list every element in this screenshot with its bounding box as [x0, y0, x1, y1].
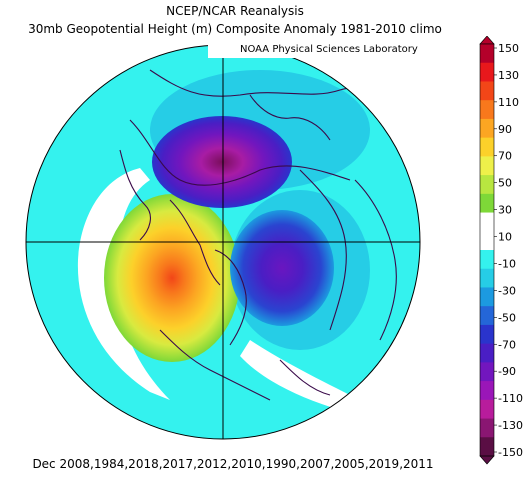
colorbar-tick-label: -130 [498, 419, 523, 432]
colorbar-segment [480, 118, 494, 139]
colorbar-tick-label: 10 [498, 231, 512, 244]
colorbar-tick-label: -150 [498, 446, 523, 459]
colorbar-segment [480, 100, 494, 120]
colorbar-segment [480, 44, 494, 64]
colorbar-tick-label: 70 [498, 150, 512, 163]
colorbar-segment [480, 306, 494, 326]
colorbar-segment [480, 250, 494, 270]
colorbar-segment [480, 268, 494, 288]
near-zero-band [77, 168, 170, 400]
chart-subtitle: 30mb Geopotential Height (m) Composite A… [28, 22, 442, 36]
negative-anomaly-greenland [230, 210, 334, 326]
colorbar-segment [480, 231, 494, 251]
composite-years-label: Dec 2008,1984,2018,2017,2012,2010,1990,2… [32, 457, 434, 471]
colorbar-segment [480, 62, 494, 82]
colorbar-segment [480, 212, 494, 232]
colorbar-segment [480, 137, 494, 157]
colorbar-tick-label: -90 [498, 365, 516, 378]
colorbar-tick-label: -10 [498, 257, 516, 270]
coastlines [119, 69, 406, 401]
colorbar-segment [480, 287, 494, 307]
colorbar-segment [480, 418, 494, 438]
colorbar-tick-label: -70 [498, 338, 516, 351]
negative-anomaly-siberia [152, 116, 292, 208]
colorbar-tick-label: 30 [498, 204, 512, 217]
colorbar-arrow-top [479, 36, 495, 45]
colorbar-segment [480, 81, 494, 101]
colorbar-tick-label: 110 [498, 96, 519, 109]
colorbar-segment [480, 175, 494, 195]
colorbar-segment [480, 324, 494, 345]
source-label: NOAA Physical Sciences Laboratory [208, 42, 430, 58]
chart-title: NCEP/NCAR Reanalysis [166, 4, 304, 18]
colorbar-segment [480, 343, 494, 363]
colorbar-outline [479, 43, 495, 457]
colorbar-segment [480, 156, 494, 176]
colorbar-tick-label: 50 [498, 177, 512, 190]
positive-anomaly-region [104, 194, 240, 362]
colorbar-tick-label: -110 [498, 392, 523, 405]
colorbar-arrow-bottom [479, 455, 495, 465]
colorbar-tick-label: 130 [498, 69, 519, 82]
colorbar-segment [480, 362, 494, 382]
colorbar-segment [480, 381, 494, 401]
colorbar-segment [480, 193, 494, 213]
colorbar-tick-label: -30 [498, 284, 516, 297]
colorbar: 150 130 110 90 70 50 30 10 -10 -30 -50 -70 -90 -110 -1… [479, 36, 523, 465]
colorbar-tick-label: -50 [498, 311, 516, 324]
colorbar-tick-label: 150 [498, 42, 519, 55]
colorbar-segment [480, 399, 494, 419]
colorbar-segment [480, 437, 494, 457]
colorbar-tick-label: 90 [498, 123, 512, 136]
